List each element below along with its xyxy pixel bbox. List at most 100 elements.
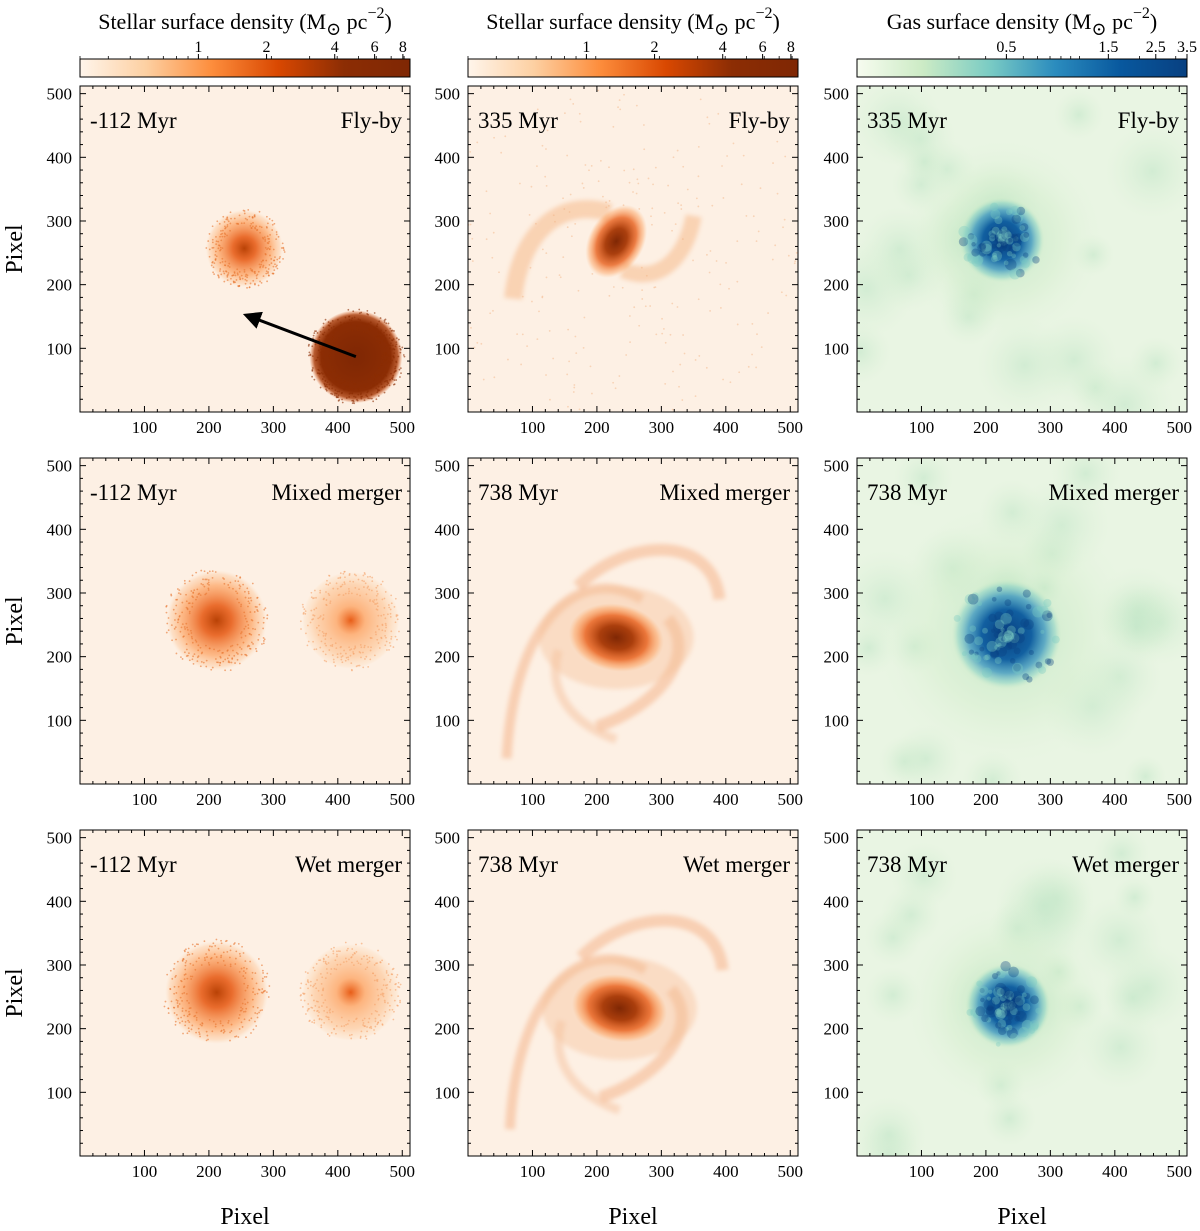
star-particle bbox=[313, 1009, 316, 1012]
star-particle bbox=[337, 594, 340, 597]
star-particle bbox=[221, 1024, 224, 1027]
star-particle bbox=[211, 576, 214, 579]
gas-clump bbox=[1012, 242, 1021, 252]
star-particle bbox=[325, 383, 328, 386]
gas-clump bbox=[1004, 1026, 1009, 1032]
star-particle bbox=[170, 1000, 173, 1003]
star-particle bbox=[255, 647, 257, 650]
gas-clump bbox=[994, 644, 1001, 651]
star-particle bbox=[178, 615, 181, 618]
gas-clump bbox=[1023, 232, 1030, 238]
star-particle bbox=[209, 957, 212, 960]
star-particle bbox=[278, 261, 281, 263]
star-particle bbox=[360, 1030, 363, 1033]
star-particle bbox=[372, 378, 375, 381]
star-particle bbox=[208, 963, 211, 966]
star-particle bbox=[321, 618, 324, 621]
galaxy bbox=[163, 938, 271, 1044]
star-particle bbox=[344, 576, 346, 579]
gas-clump bbox=[985, 1006, 995, 1016]
star-particle bbox=[398, 630, 400, 633]
star-particle bbox=[184, 1020, 187, 1023]
star-particle bbox=[367, 377, 370, 380]
star-particle bbox=[344, 957, 347, 960]
star-particle bbox=[226, 223, 229, 226]
gas-clump bbox=[1013, 236, 1019, 242]
star-particle bbox=[217, 244, 220, 247]
x-tick-label: 200 bbox=[196, 1162, 222, 1181]
star-particle bbox=[224, 658, 227, 661]
star-particle bbox=[235, 590, 237, 593]
star-particle bbox=[661, 332, 664, 335]
star-particle bbox=[469, 223, 472, 226]
star-particle bbox=[348, 574, 351, 577]
star-particle bbox=[347, 656, 350, 659]
star-particle bbox=[397, 981, 400, 984]
colorbar-title: Gas surface density (M⊙ pc−2) bbox=[887, 5, 1157, 39]
star-particle bbox=[250, 641, 253, 644]
star-particle bbox=[633, 306, 636, 309]
star-particle bbox=[226, 275, 229, 278]
star-particle bbox=[369, 397, 371, 400]
star-particle bbox=[268, 263, 271, 266]
star-particle bbox=[220, 233, 222, 236]
star-particle bbox=[387, 360, 390, 363]
star-particle bbox=[333, 1028, 336, 1031]
star-particle bbox=[331, 384, 334, 387]
gas-clump bbox=[991, 973, 999, 980]
gas-clump bbox=[1001, 241, 1012, 252]
star-particle bbox=[283, 251, 286, 253]
star-particle bbox=[237, 1036, 240, 1038]
star-particle bbox=[755, 366, 758, 369]
star-particle bbox=[372, 385, 375, 387]
star-particle bbox=[181, 992, 184, 995]
star-particle bbox=[311, 345, 314, 348]
star-particle bbox=[214, 1023, 217, 1026]
star-particle bbox=[184, 628, 187, 630]
star-particle bbox=[195, 1019, 198, 1021]
star-particle bbox=[355, 1017, 358, 1020]
gas-clump bbox=[974, 636, 984, 646]
star-particle bbox=[234, 957, 237, 960]
star-particle bbox=[339, 325, 342, 328]
star-particle bbox=[310, 609, 313, 612]
star-particle bbox=[369, 329, 372, 332]
star-particle bbox=[187, 654, 189, 657]
star-particle bbox=[238, 952, 241, 955]
star-particle bbox=[183, 651, 186, 654]
star-particle bbox=[383, 999, 386, 1002]
star-particle bbox=[261, 969, 264, 972]
star-particle bbox=[312, 985, 315, 988]
star-particle bbox=[350, 1037, 353, 1040]
star-particle bbox=[355, 665, 358, 668]
star-particle bbox=[187, 633, 190, 636]
star-particle bbox=[369, 649, 372, 652]
star-particle bbox=[379, 1019, 382, 1022]
gas-clump bbox=[1021, 992, 1027, 998]
star-particle bbox=[391, 344, 394, 347]
star-particle bbox=[207, 579, 210, 581]
star-particle bbox=[254, 226, 256, 229]
star-particle bbox=[220, 1030, 223, 1033]
star-particle bbox=[313, 614, 316, 617]
star-particle bbox=[351, 317, 354, 320]
star-particle bbox=[582, 187, 585, 189]
star-particle bbox=[342, 961, 345, 964]
gas-clump bbox=[1002, 633, 1013, 643]
gas-clump bbox=[1000, 986, 1010, 997]
star-particle bbox=[473, 346, 476, 349]
star-particle bbox=[385, 624, 387, 627]
star-particle bbox=[188, 610, 191, 613]
star-particle bbox=[187, 602, 190, 605]
star-particle bbox=[315, 1000, 318, 1003]
star-particle bbox=[386, 1002, 389, 1004]
star-particle bbox=[238, 587, 241, 590]
star-particle bbox=[395, 379, 398, 381]
star-particle bbox=[219, 268, 222, 270]
gas-clump bbox=[1022, 589, 1031, 598]
star-particle bbox=[332, 335, 334, 338]
star-particle bbox=[340, 658, 343, 661]
star-particle bbox=[376, 605, 379, 608]
star-particle bbox=[401, 346, 404, 349]
